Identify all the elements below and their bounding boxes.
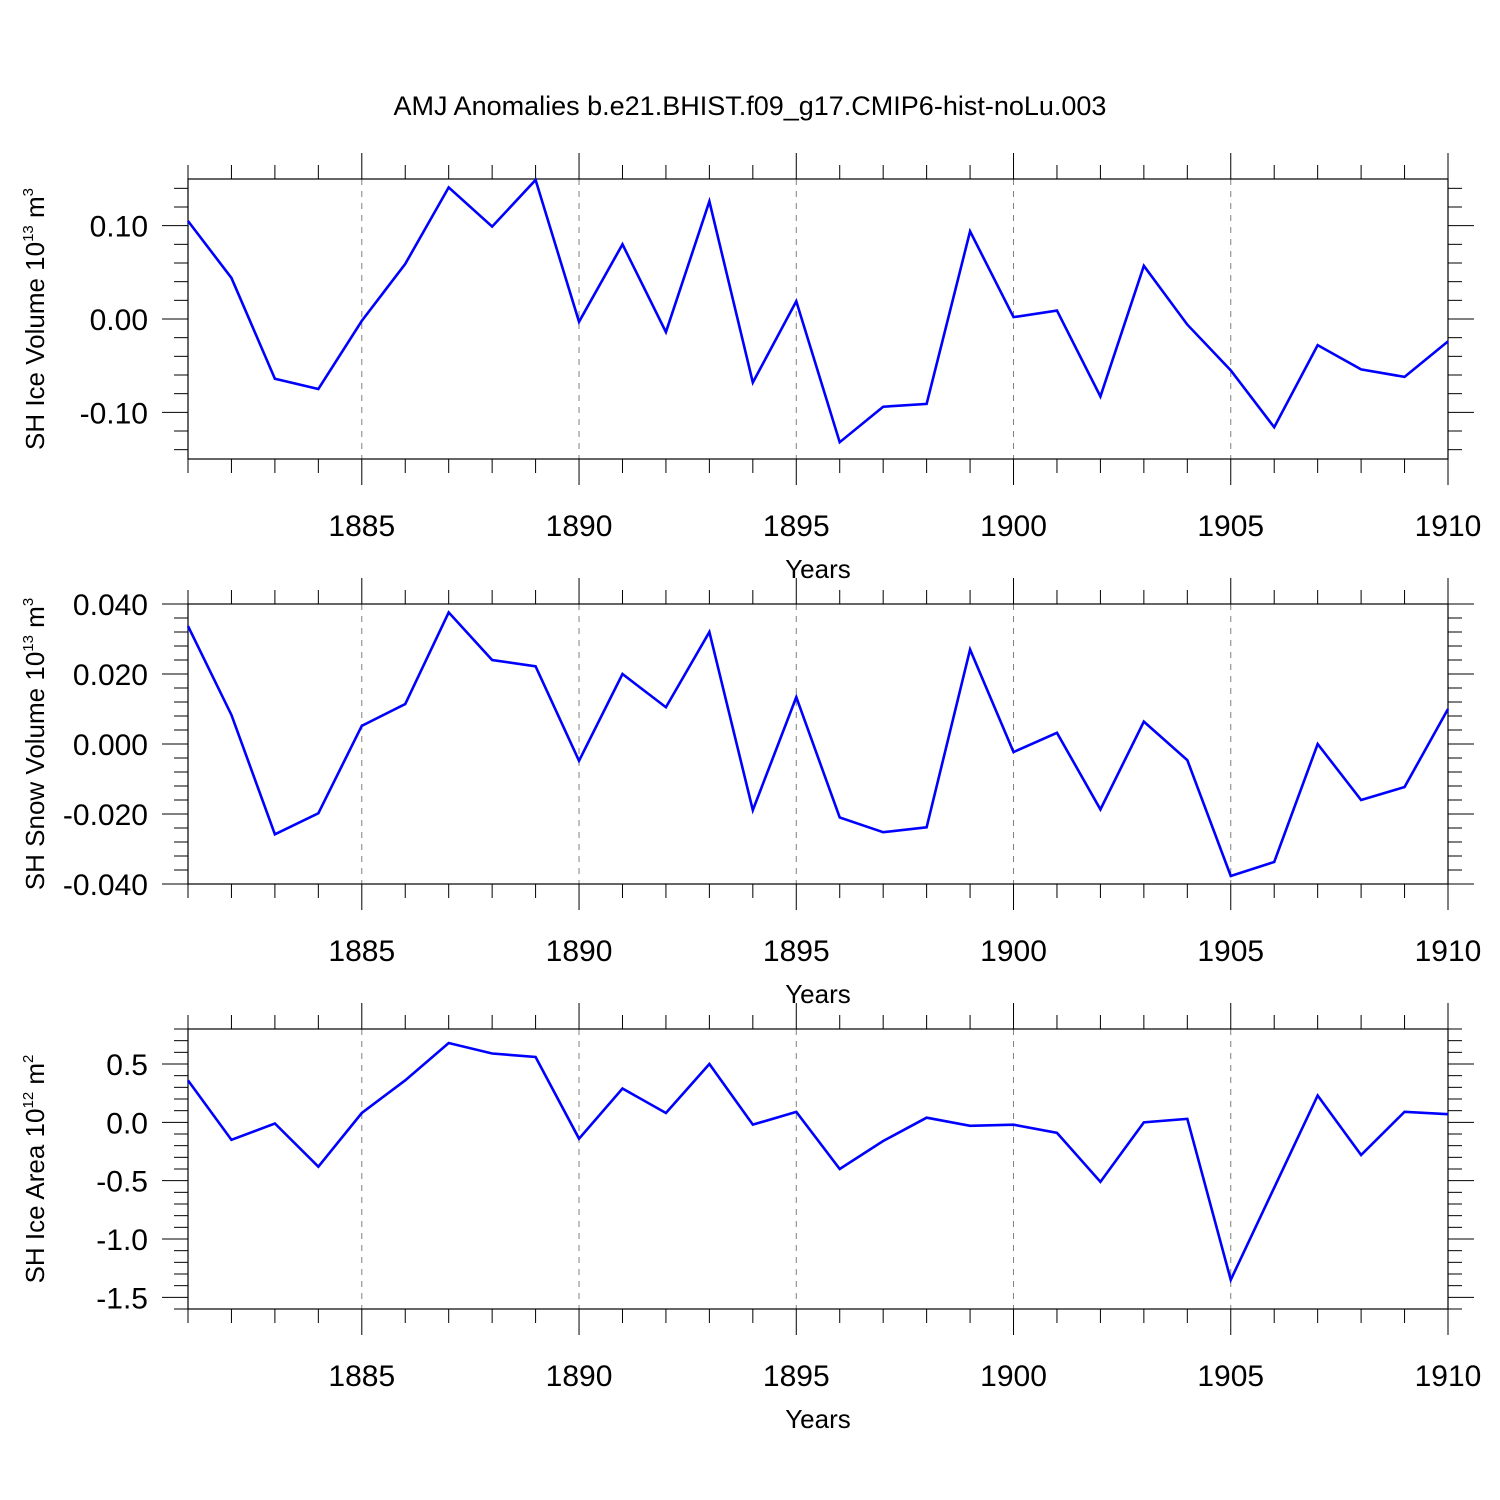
- y-tick-label: -0.040: [63, 869, 148, 902]
- y-tick-label: 0.020: [73, 659, 148, 692]
- y-tick-label: -0.020: [63, 799, 148, 832]
- x-tick-label: 1900: [980, 935, 1047, 968]
- y-tick-label: 0.000: [73, 729, 148, 762]
- x-tick-label: 1905: [1197, 1360, 1264, 1393]
- x-tick-label: 1885: [328, 1360, 395, 1393]
- x-tick-label: 1900: [980, 510, 1047, 543]
- x-tick-label: 1890: [546, 1360, 613, 1393]
- x-tick-label: 1905: [1197, 935, 1264, 968]
- x-tick-label: 1910: [1415, 510, 1482, 543]
- panel-3: -1.5 -1.0 -0.5 0.0 0.5 1885 1890 1895 1900 1905 19…: [20, 1003, 1481, 1434]
- figure-title: AMJ Anomalies b.e21.BHIST.f09_g17.CMIP6-…: [394, 91, 1107, 121]
- series-line: [186, 610, 1450, 878]
- y-tick-label: 0.5: [106, 1049, 148, 1082]
- y-tick-label: 0.040: [73, 589, 148, 622]
- plot-frame: [187, 1028, 1449, 1310]
- y-axis-label: SH Ice Area 1012 m2: [20, 1055, 50, 1284]
- plot-frame: [187, 178, 1449, 460]
- x-tick-label: 1890: [546, 510, 613, 543]
- x-axis-label: Years: [785, 554, 851, 584]
- y-tick-label: 0.0: [106, 1107, 148, 1140]
- panel-2: -0.040 -0.020 0.000 0.020 0.040 1885 1890 1895 1…: [20, 578, 1481, 1009]
- y-tick-label: -0.5: [96, 1166, 148, 1199]
- x-tick-label: 1895: [763, 510, 830, 543]
- y-tick-label: 0.10: [90, 211, 148, 244]
- series-line: [186, 1041, 1449, 1284]
- plot-frame: [187, 603, 1449, 885]
- y-tick-label: -1.5: [96, 1282, 148, 1315]
- x-tick-label: 1910: [1415, 935, 1482, 968]
- x-tick-label: 1895: [763, 935, 830, 968]
- x-axis-label: Years: [785, 979, 851, 1009]
- x-tick-label: 1885: [328, 935, 395, 968]
- x-tick-label: 1885: [328, 510, 395, 543]
- y-axis-label: SH Ice Volume 1013 m3: [20, 188, 50, 450]
- x-tick-label: 1910: [1415, 1360, 1482, 1393]
- y-tick-label: -1.0: [96, 1224, 148, 1257]
- y-tick-label: 0.00: [90, 304, 148, 337]
- x-tick-label: 1890: [546, 935, 613, 968]
- x-tick-label: 1900: [980, 1360, 1047, 1393]
- series-line: [186, 177, 1449, 445]
- x-tick-label: 1895: [763, 1360, 830, 1393]
- x-tick-label: 1905: [1197, 510, 1264, 543]
- panel-1: -0.10 0.00 0.10 1885 1890 1895 1900 1905 1910 Yea…: [20, 153, 1481, 584]
- x-axis-label: Years: [785, 1404, 851, 1434]
- y-tick-label: -0.10: [80, 397, 148, 430]
- y-axis-label: SH Snow Volume 1013 m3: [20, 598, 50, 890]
